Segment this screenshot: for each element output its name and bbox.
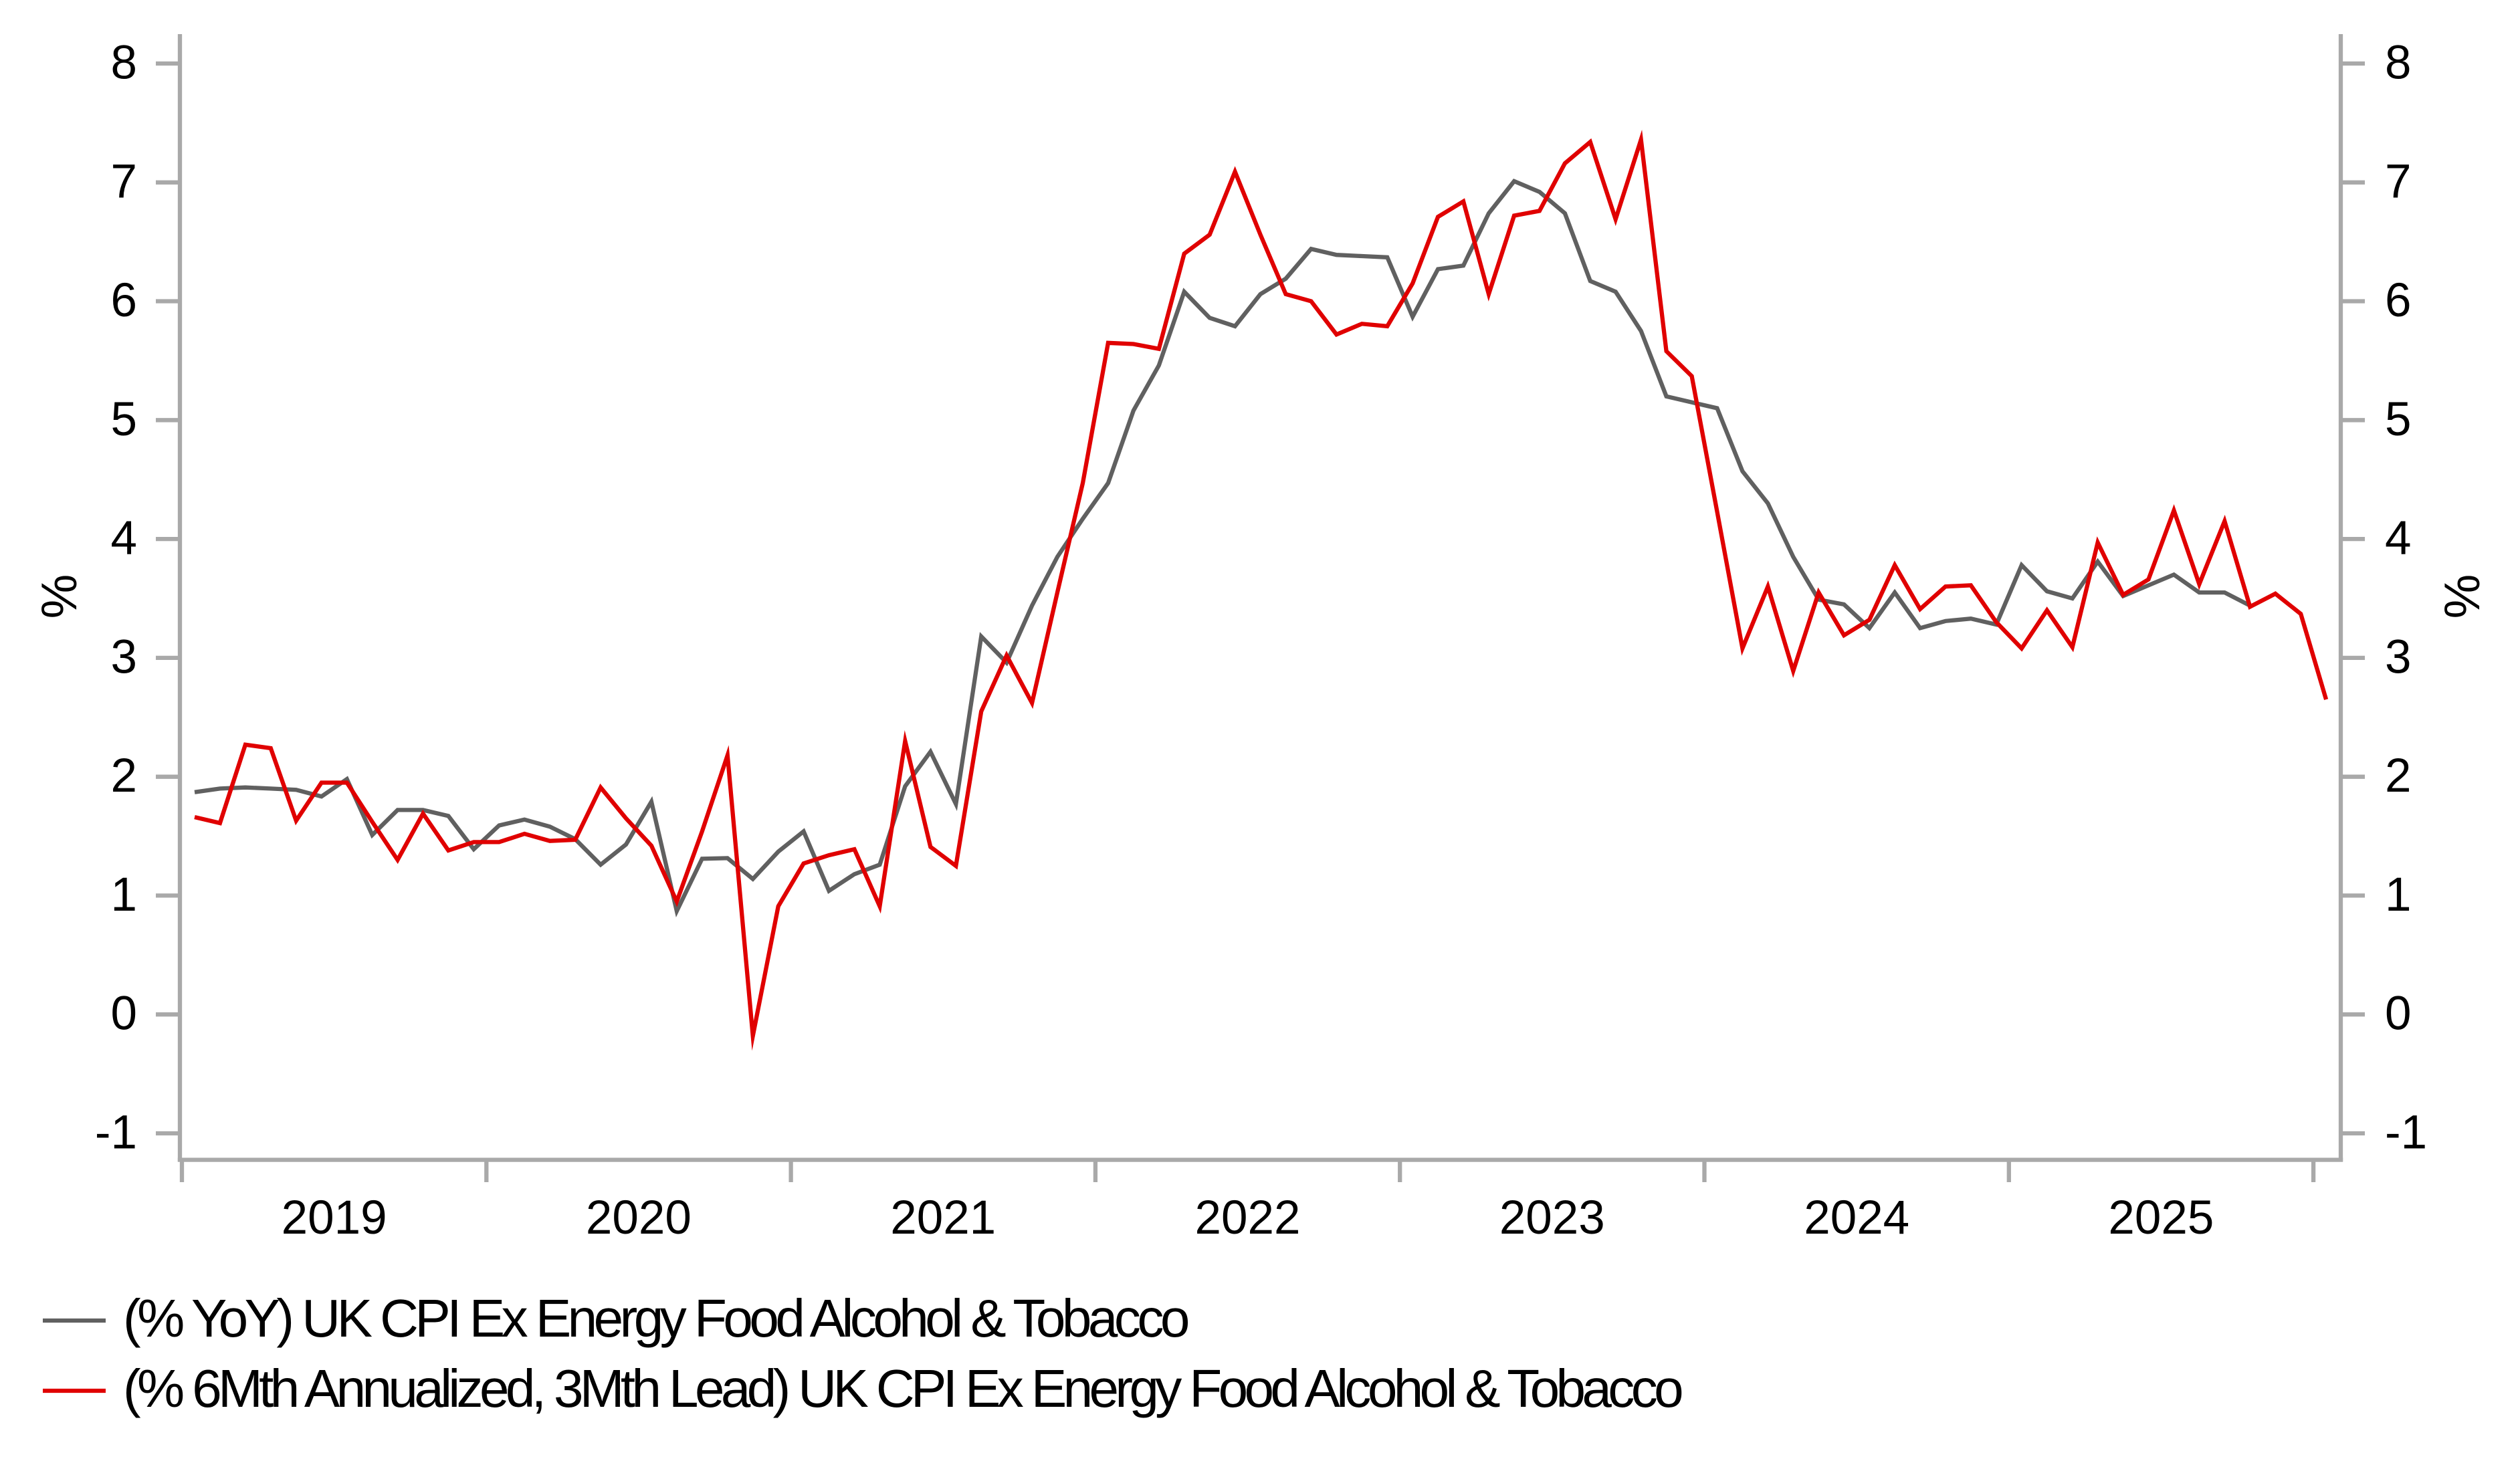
svg-text:8: 8 (111, 37, 138, 90)
svg-text:5: 5 (2385, 393, 2412, 446)
svg-text:2: 2 (2385, 750, 2412, 802)
svg-text:-1: -1 (95, 1107, 137, 1159)
svg-text:(% YoY) UK CPI Ex Energy Food: (% YoY) UK CPI Ex Energy Food Alcohol & … (123, 1288, 1188, 1348)
svg-text:2025: 2025 (2108, 1192, 2214, 1244)
svg-text:%: % (2434, 574, 2490, 619)
svg-text:%: % (31, 574, 87, 619)
svg-text:6: 6 (111, 274, 138, 327)
svg-text:2023: 2023 (1499, 1192, 1605, 1244)
svg-text:7: 7 (2385, 155, 2412, 208)
svg-text:6: 6 (2385, 274, 2412, 327)
svg-text:3: 3 (2385, 631, 2412, 683)
svg-text:(% 6Mth Annualized, 3Mth Lead): (% 6Mth Annualized, 3Mth Lead) UK CPI Ex… (123, 1359, 1682, 1418)
svg-text:3: 3 (111, 631, 138, 683)
svg-text:2: 2 (111, 750, 138, 802)
svg-text:4: 4 (111, 512, 138, 565)
svg-text:2019: 2019 (282, 1192, 387, 1244)
svg-text:1: 1 (2385, 869, 2412, 921)
svg-text:2020: 2020 (586, 1192, 692, 1244)
svg-text:2022: 2022 (1195, 1192, 1301, 1244)
svg-text:2024: 2024 (1804, 1192, 1909, 1244)
svg-text:1: 1 (111, 869, 138, 921)
svg-text:0: 0 (2385, 988, 2412, 1040)
svg-text:-1: -1 (2385, 1107, 2427, 1159)
svg-text:0: 0 (111, 988, 138, 1040)
svg-text:7: 7 (111, 155, 138, 208)
svg-text:5: 5 (111, 393, 138, 446)
svg-text:8: 8 (2385, 37, 2412, 90)
svg-text:2021: 2021 (890, 1192, 996, 1244)
svg-text:4: 4 (2385, 512, 2412, 565)
